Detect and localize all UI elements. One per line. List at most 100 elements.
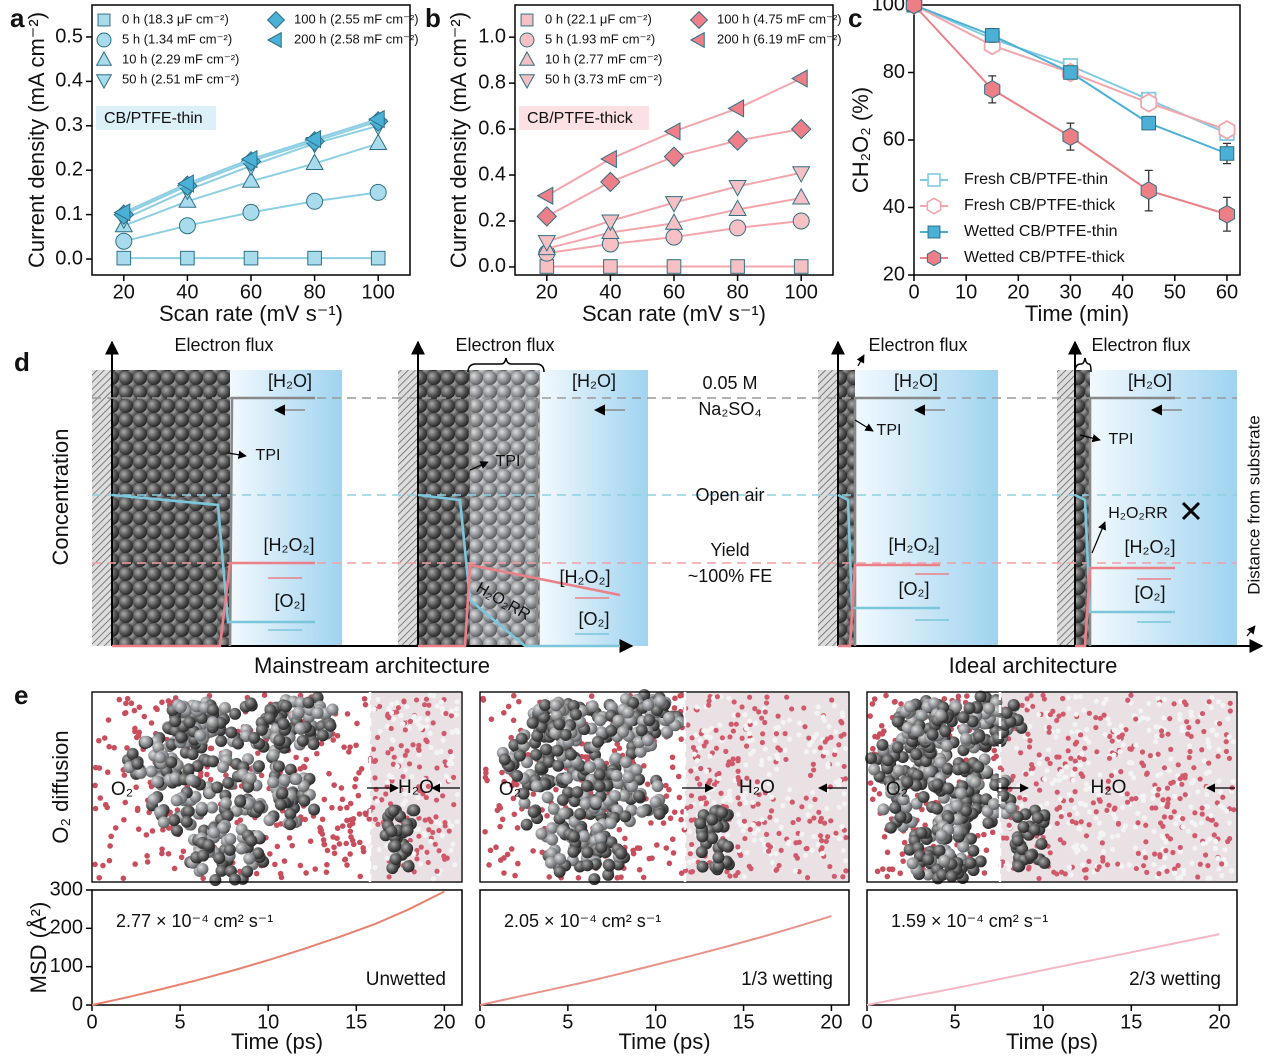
molecule xyxy=(636,866,643,873)
molecule xyxy=(703,800,710,806)
legend-marker xyxy=(518,74,536,90)
molecule xyxy=(774,766,780,772)
molecule xyxy=(683,778,689,784)
molecule xyxy=(289,842,296,849)
molecule xyxy=(159,850,165,857)
annotation: Unwetted xyxy=(366,969,446,990)
marker xyxy=(728,180,747,197)
molecule xyxy=(1054,806,1060,812)
molecule xyxy=(1156,786,1162,792)
molecule xyxy=(237,817,244,823)
label: O₂ diffusion xyxy=(48,730,73,843)
molecule xyxy=(1024,696,1030,702)
carbon-atom xyxy=(590,796,603,809)
molecule xyxy=(1070,777,1076,783)
molecule xyxy=(1018,802,1025,808)
marker xyxy=(663,122,681,141)
molecule xyxy=(446,777,452,783)
molecule xyxy=(415,795,421,801)
carbon-atom xyxy=(891,715,904,728)
molecule xyxy=(1206,744,1212,750)
molecule xyxy=(778,824,784,831)
carbon-atom xyxy=(964,856,977,869)
molecule xyxy=(754,779,760,785)
molecule xyxy=(171,865,178,872)
molecule xyxy=(1019,702,1025,708)
carbon-atom xyxy=(255,723,268,736)
marker xyxy=(368,133,388,151)
carbon-atom xyxy=(894,811,907,824)
molecule xyxy=(1160,835,1167,841)
carbon-atom xyxy=(618,789,631,802)
molecule xyxy=(768,808,775,814)
molecule xyxy=(1161,715,1167,721)
legend-marker xyxy=(689,31,705,49)
molecule xyxy=(1227,708,1233,714)
carbon-atom xyxy=(595,841,608,854)
marker xyxy=(536,206,558,227)
molecule xyxy=(981,831,987,838)
molecule xyxy=(802,724,808,730)
carbon-atom xyxy=(915,826,928,839)
molecule xyxy=(1195,719,1201,725)
molecule xyxy=(1200,841,1206,847)
molecule xyxy=(772,737,778,743)
molecule xyxy=(450,774,457,780)
molecule xyxy=(688,803,694,810)
marker xyxy=(1140,181,1157,201)
o2-profile xyxy=(111,493,315,624)
molecule xyxy=(843,834,849,841)
molecule xyxy=(1213,822,1219,828)
carbon-atom xyxy=(546,833,559,846)
molecule xyxy=(1072,694,1079,700)
molecule xyxy=(375,734,381,741)
molecule xyxy=(1068,797,1074,803)
carbon-atom xyxy=(1024,849,1037,862)
carbon-atom xyxy=(959,732,972,745)
molecule xyxy=(1162,696,1168,702)
label: H₂O xyxy=(398,777,434,798)
carbon-atom xyxy=(245,834,258,847)
x-axis-label: Time (ps) xyxy=(231,1029,323,1054)
molecule xyxy=(776,830,782,837)
molecule xyxy=(840,847,847,854)
molecule xyxy=(726,695,732,701)
marker xyxy=(666,259,682,274)
molecule xyxy=(1105,778,1111,784)
annotation-box xyxy=(519,106,649,130)
carbon-atom xyxy=(567,845,580,858)
molecule xyxy=(752,720,759,726)
molecule xyxy=(735,768,741,774)
molecule xyxy=(799,804,805,810)
molecule xyxy=(303,870,309,876)
molecule xyxy=(832,747,838,753)
y-tick-label: 0.0 xyxy=(478,255,506,277)
molecule xyxy=(426,702,432,708)
molecule xyxy=(133,784,139,791)
molecule xyxy=(104,769,111,776)
carbon-atom xyxy=(1000,706,1013,719)
molecule xyxy=(511,811,518,818)
carbon-atom xyxy=(540,743,553,756)
molecule xyxy=(386,772,392,779)
molecule xyxy=(1055,728,1061,734)
molecule xyxy=(455,729,461,735)
carbon-atom xyxy=(263,814,276,827)
marker xyxy=(115,232,133,250)
molecule xyxy=(1153,724,1159,730)
molecule xyxy=(1181,871,1187,877)
marker xyxy=(663,146,685,167)
molecule xyxy=(1139,749,1146,755)
molecule xyxy=(1129,796,1135,802)
molecule xyxy=(785,795,791,801)
molecule xyxy=(836,835,843,842)
electrolyte xyxy=(855,370,998,646)
molecule xyxy=(687,829,693,835)
molecule xyxy=(1135,850,1141,856)
carbon-atom xyxy=(950,700,963,713)
molecule xyxy=(739,735,745,741)
carbon-atom xyxy=(243,852,256,865)
marker xyxy=(539,259,555,274)
molecule xyxy=(689,869,696,875)
y-tick-label: 100 xyxy=(50,955,83,977)
